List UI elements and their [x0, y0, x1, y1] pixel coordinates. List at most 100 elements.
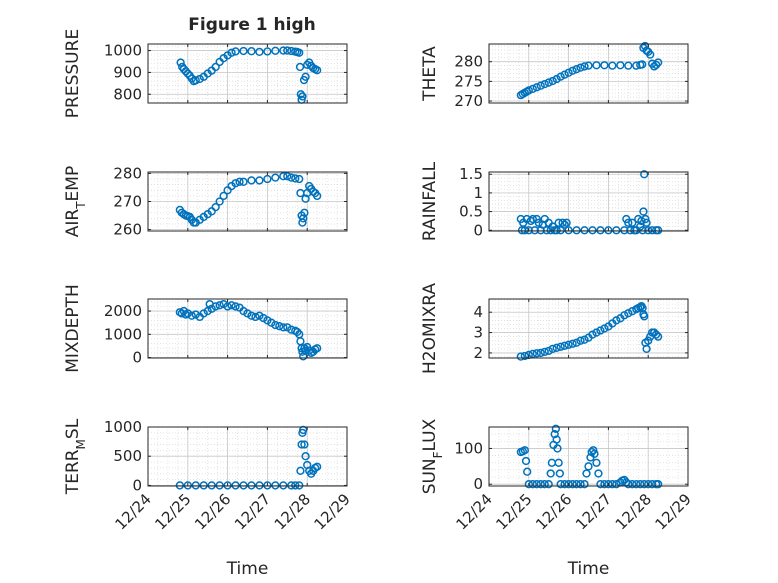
y-tick-label: 270: [113, 193, 142, 211]
data-point: [604, 480, 613, 489]
data-point: [291, 481, 300, 490]
data-point: [552, 226, 561, 235]
data-point: [295, 174, 304, 184]
data-point: [231, 481, 240, 490]
data-point: [187, 311, 196, 320]
data-point: [560, 341, 569, 350]
y-tick-label: 1.5: [459, 165, 483, 183]
data-point: [275, 322, 284, 331]
data-series: [516, 170, 663, 235]
data-point: [560, 480, 569, 489]
data-point: [301, 194, 310, 203]
data-point: [560, 70, 569, 79]
y-tick-label: 280: [113, 164, 142, 182]
data-point: [247, 176, 256, 185]
y-tick-label: 0: [473, 475, 483, 493]
plot-area: [148, 299, 347, 358]
y-axis-label: MIXDEPTH: [63, 284, 83, 373]
y-tick-label: 800: [113, 85, 142, 103]
data-point: [301, 72, 310, 81]
data-point: [560, 220, 569, 229]
data-point: [644, 336, 653, 345]
x-tick-label: 12/29: [652, 490, 695, 533]
data-point: [300, 208, 309, 217]
data-point: [521, 456, 531, 466]
data-point: [313, 344, 322, 353]
y-tick-label: 270: [454, 92, 483, 110]
y-tick-label: 3: [473, 324, 483, 342]
data-point: [553, 444, 562, 453]
data-point: [223, 302, 232, 311]
data-point: [287, 481, 296, 490]
data-point: [572, 226, 581, 235]
x-tick-label: 12/26: [191, 490, 234, 533]
data-point: [271, 46, 280, 55]
y-tick-label: 500: [113, 447, 142, 465]
data-point: [654, 332, 663, 341]
data-point: [247, 311, 256, 320]
data-point: [564, 340, 573, 349]
data-series: [516, 424, 663, 489]
data-point: [620, 226, 629, 235]
data-point: [576, 336, 585, 345]
data-point: [227, 48, 236, 57]
data-point: [548, 76, 557, 86]
x-tick-label: 12/28: [271, 490, 314, 533]
data-point: [215, 481, 224, 490]
data-point: [295, 48, 304, 57]
data-point: [576, 63, 585, 72]
data-point: [568, 480, 577, 489]
data-point: [301, 452, 310, 461]
data-point: [263, 47, 272, 56]
data-point: [576, 480, 585, 489]
data-point: [594, 469, 603, 478]
data-point: [580, 480, 589, 489]
data-point: [592, 61, 601, 70]
y-tick-label: 1000: [104, 325, 142, 343]
data-point: [644, 226, 653, 235]
data-point: [592, 458, 601, 467]
data-point: [638, 226, 647, 235]
data-point: [624, 218, 633, 227]
data-point: [516, 352, 525, 361]
data-point: [255, 47, 264, 57]
data-point: [556, 480, 565, 489]
axes-box: [488, 171, 689, 232]
data-point: [572, 480, 581, 489]
data-point: [556, 72, 565, 81]
data-point: [287, 173, 296, 182]
axes-box: [488, 43, 689, 104]
y-axis-label: TERRMSL: [63, 418, 88, 495]
subplot-6: 2 3 4 H2OMIXRA: [420, 283, 689, 374]
data-point: [271, 481, 280, 490]
data-point: [247, 481, 256, 490]
data-point: [207, 481, 216, 490]
data-series: [175, 425, 322, 490]
y-axis-label: THETA: [420, 46, 440, 102]
data-point: [654, 480, 663, 489]
data-point: [239, 481, 248, 490]
data-point: [580, 335, 589, 344]
data-point: [296, 466, 305, 475]
data-point: [177, 309, 186, 318]
data-point: [528, 214, 537, 224]
data-point: [558, 218, 567, 227]
data-point: [219, 191, 228, 201]
data-point: [175, 481, 184, 490]
data-point: [612, 226, 621, 235]
data-point: [176, 58, 185, 67]
data-point: [568, 66, 577, 75]
y-tick-label: 1000: [104, 418, 142, 436]
data-point: [303, 60, 312, 69]
data-point: [223, 481, 232, 490]
data-point: [637, 216, 646, 226]
data-point: [522, 214, 531, 224]
data-point: [536, 81, 545, 90]
data-point: [263, 174, 272, 184]
subplot-5: 0 1000 2000 MIXDEPTH: [63, 284, 348, 373]
data-point: [227, 301, 236, 310]
data-point: [590, 449, 599, 458]
data-series: [175, 172, 322, 227]
data-point: [231, 179, 240, 188]
